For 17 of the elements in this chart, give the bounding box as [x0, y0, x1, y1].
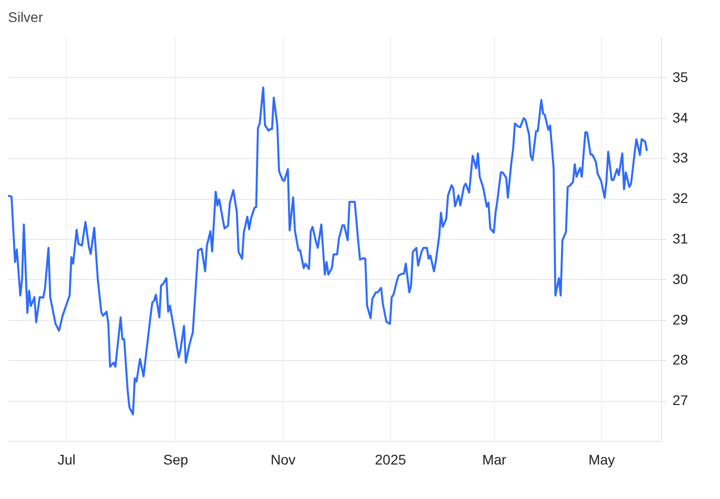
y-tick-label: 27	[672, 392, 688, 408]
x-tick-label: Jul	[58, 452, 76, 468]
x-tick-label: 2025	[374, 452, 406, 468]
y-tick-label: 31	[672, 230, 688, 246]
x-tick-label: Nov	[270, 452, 296, 468]
y-tick-label: 34	[672, 109, 688, 126]
y-tick-label: 29	[672, 311, 688, 328]
y-tick-label: 30	[672, 270, 688, 287]
y-tick-label: 35	[672, 68, 688, 85]
y-tick-label: 32	[672, 190, 688, 206]
chart-title: Silver	[8, 9, 44, 25]
y-tick-label: 28	[672, 352, 688, 368]
y-tick-label: 33	[672, 150, 688, 166]
x-tick-label: Sep	[163, 452, 188, 468]
x-tick-label: May	[588, 452, 615, 468]
x-tick-label: Mar	[482, 452, 507, 468]
line-series	[7, 86, 648, 416]
